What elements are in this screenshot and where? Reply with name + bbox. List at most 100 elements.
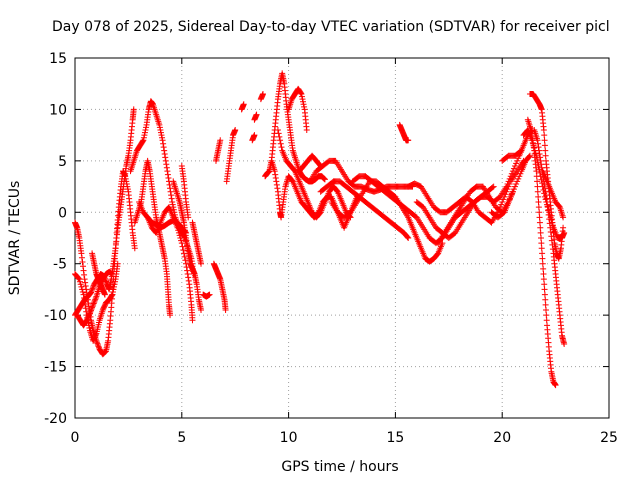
data-point <box>535 193 542 200</box>
data-point <box>531 147 538 154</box>
chart-title: Day 078 of 2025, Sidereal Day-to-day VTE… <box>52 19 610 35</box>
data-point <box>513 181 520 187</box>
data-point <box>518 147 525 154</box>
y-tick-label: 0 <box>58 205 67 221</box>
data-point <box>101 291 108 298</box>
data-point <box>556 203 563 210</box>
data-point <box>183 264 190 271</box>
data-point <box>141 129 148 136</box>
data-point <box>504 181 511 187</box>
data-point <box>301 103 308 110</box>
data-point <box>184 271 191 277</box>
data-point <box>93 339 100 346</box>
data-point <box>530 142 537 149</box>
data-point <box>509 168 516 175</box>
data-point <box>526 152 533 159</box>
data-point <box>544 201 551 208</box>
data-point <box>86 310 93 317</box>
data-point <box>169 201 176 208</box>
data-point <box>161 151 168 157</box>
data-point <box>94 340 101 347</box>
data-point <box>185 214 192 221</box>
data-point <box>80 291 87 298</box>
data-point <box>537 154 544 161</box>
data-point <box>547 214 554 221</box>
y-tick-label: -15 <box>44 360 67 376</box>
data-point <box>489 184 496 191</box>
data-point <box>434 251 441 258</box>
data-point <box>544 204 551 211</box>
data-point <box>509 188 516 195</box>
data-point <box>163 164 170 171</box>
data-point <box>91 297 98 304</box>
data-point <box>534 178 541 185</box>
data-point <box>185 274 192 281</box>
data-point <box>560 214 567 221</box>
data-point <box>89 286 96 293</box>
data-point <box>300 98 307 105</box>
data-point <box>177 235 184 241</box>
data-point <box>298 91 305 97</box>
data-point <box>94 341 101 348</box>
y-tick-label: 10 <box>49 102 67 118</box>
data-point <box>540 265 547 272</box>
x-tick-label: 20 <box>493 430 511 446</box>
data-point <box>405 235 412 241</box>
data-point <box>101 349 108 356</box>
data-point <box>277 137 284 144</box>
data-point <box>536 219 543 226</box>
data-point <box>179 243 186 250</box>
data-point <box>510 165 517 172</box>
data-point <box>130 106 137 113</box>
data-point <box>404 234 411 241</box>
data-point <box>141 132 148 139</box>
data-point <box>81 295 88 301</box>
data-point <box>405 137 412 144</box>
data-point <box>539 260 546 267</box>
x-tick-labels: 0 5 10 15 20 25 <box>71 430 618 446</box>
data-point <box>174 224 181 231</box>
data-point <box>168 195 175 202</box>
data-point <box>498 201 505 208</box>
data-point <box>541 142 548 149</box>
data-point <box>529 139 536 146</box>
data-point <box>92 331 99 338</box>
data-point <box>540 276 547 283</box>
y-tick-labels: -20 -15 -10 -5 0 5 10 15 <box>44 51 67 427</box>
data-point <box>251 132 258 139</box>
data-point <box>537 224 544 231</box>
data-point <box>189 317 196 324</box>
data-point <box>517 148 524 155</box>
data-point <box>539 255 546 262</box>
data-point <box>143 124 150 131</box>
y-tick-label: 15 <box>49 51 67 67</box>
data-point <box>81 271 88 278</box>
data-point <box>534 137 541 144</box>
data-point <box>539 250 546 257</box>
data-point <box>540 127 547 133</box>
data-point <box>541 291 548 298</box>
data-point <box>541 190 548 197</box>
data-point <box>531 145 538 151</box>
data-point <box>167 185 174 192</box>
data-point <box>508 170 515 177</box>
data-point <box>541 137 548 144</box>
data-point <box>160 144 167 151</box>
data-point <box>163 161 170 168</box>
data-point <box>289 177 296 184</box>
data-point <box>80 263 87 270</box>
data-point <box>95 343 102 350</box>
data-point <box>82 279 89 286</box>
data-point <box>539 183 546 190</box>
data-point <box>222 307 229 313</box>
data-point <box>516 173 523 180</box>
data-point <box>542 196 549 203</box>
data-point <box>541 281 548 288</box>
data-point <box>507 173 514 180</box>
data-point <box>180 247 187 253</box>
data-point <box>297 90 304 97</box>
data-point <box>271 168 278 175</box>
data-point <box>298 93 305 100</box>
x-tick-label: 0 <box>71 430 80 446</box>
